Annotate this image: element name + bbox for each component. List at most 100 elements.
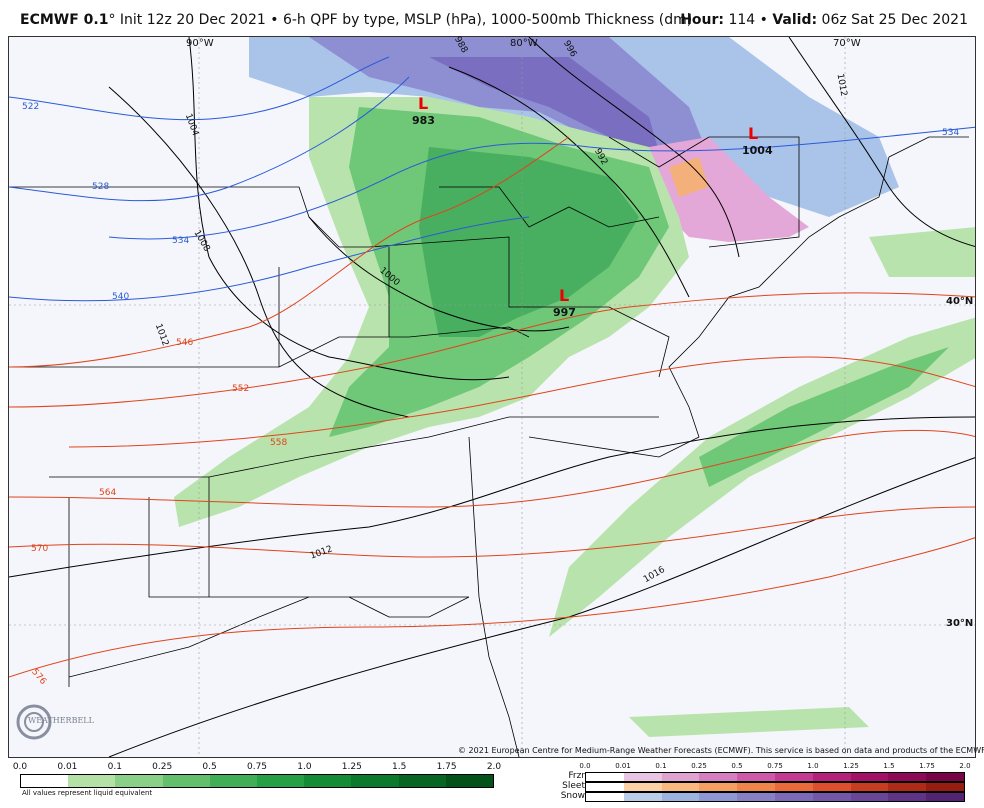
hour-value: 114 <box>728 12 756 28</box>
ptype-legend-ticks: 0.0 0.01 0.1 0.25 0.5 0.75 1.0 1.25 1.5 1.75 2.0 <box>579 762 970 772</box>
ptype-legend-swatch <box>926 793 964 801</box>
swirl-logo-icon <box>16 704 52 740</box>
qpf-legend-swatch <box>162 775 210 787</box>
ptype-legend-tick: 1.5 <box>883 762 895 770</box>
qpf-legend-tick: 1.5 <box>392 762 407 772</box>
qpf-legend-swatch <box>445 775 494 787</box>
ptype-row-frzr: Frzr <box>555 771 970 782</box>
qpf-legend-swatch <box>68 775 116 787</box>
ptype-legend-tick: 1.75 <box>919 762 935 770</box>
ptype-legend-swatch <box>812 783 851 791</box>
lat-label-40n: 40°N <box>946 296 974 307</box>
degree-symbol: ° <box>108 12 116 28</box>
ptype-legend-swatch <box>586 783 624 791</box>
qpf-legend-swatch <box>257 775 305 787</box>
low-pressure-symbol: L <box>559 286 570 305</box>
ptype-legend-swatch <box>586 773 624 781</box>
ptype-legend-swatch <box>661 773 700 781</box>
lon-label-70w: 70°W <box>833 38 861 49</box>
qpf-legend-swatch <box>304 775 352 787</box>
low-pressure-value: 1004 <box>742 144 773 157</box>
ptype-legend-tick: 0.01 <box>615 762 631 770</box>
thickness-label: 522 <box>22 102 40 112</box>
ptype-legend-swatch <box>774 783 813 791</box>
ptype-legend-swatch <box>812 773 851 781</box>
qpf-legend-tick: 0.75 <box>246 762 268 772</box>
ptype-legend-swatch <box>812 793 851 801</box>
thickness-label: 552 <box>232 384 250 394</box>
thickness-lines <box>9 56 975 678</box>
ptype-legend-tick: 1.25 <box>843 762 859 770</box>
thickness-label: 558 <box>270 438 288 448</box>
qpf-legend-tick: 0.0 <box>12 762 28 772</box>
hour-label: Hour: <box>680 12 724 28</box>
thickness-label: 528 <box>92 182 110 192</box>
ptype-legend-swatch <box>926 773 964 781</box>
qpf-legend-tick: 0.1 <box>107 762 122 772</box>
isobars <box>9 37 975 757</box>
lon-label-80w: 80°W <box>510 38 538 49</box>
thickness-label: 546 <box>176 338 194 348</box>
qpf-legend-swatch <box>115 775 163 787</box>
ptype-legend-tick: 2.0 <box>959 762 971 770</box>
ptype-legend-swatch <box>699 793 738 801</box>
low-pressure-value: 997 <box>553 306 576 319</box>
logo-text: WEATHERBELL <box>28 716 94 725</box>
qpf-legend-swatch <box>398 775 446 787</box>
ptype-legend: 0.0 0.01 0.1 0.25 0.5 0.75 1.0 1.25 1.5 1.75 2.0 F… <box>555 762 971 802</box>
low-pressure-symbol: L <box>418 94 429 113</box>
ptype-legend-swatch <box>888 773 927 781</box>
header: ECMWF 0.1° Init 12z 20 Dec 2021 • 6-h QP… <box>0 0 984 36</box>
ptype-legend-swatch <box>888 783 927 791</box>
weatherbell-logo: WEATHERBELL <box>14 700 104 744</box>
qpf-legend-tick: 1.0 <box>297 762 312 772</box>
ptype-label: Sleet <box>562 781 585 791</box>
ptype-legend-swatch <box>737 793 775 801</box>
thickness-label: 564 <box>99 488 117 498</box>
coastal-rain-core <box>699 347 949 487</box>
ptype-bar <box>585 792 965 802</box>
lat-label-30n: 30°N <box>946 618 974 629</box>
qpf-legend-tick: 1.25 <box>341 762 362 772</box>
ptype-legend-swatch <box>774 793 813 801</box>
ptype-legend-swatch <box>737 783 775 791</box>
model-name: ECMWF 0.1 <box>20 12 109 28</box>
ptype-legend-swatch <box>661 783 700 791</box>
ptype-legend-swatch <box>623 773 662 781</box>
ptype-bar <box>585 772 965 782</box>
valid-label: Valid: <box>772 12 818 28</box>
qpf-legend-tick: 0.25 <box>152 762 173 772</box>
qpf-legend-tick: 0.5 <box>202 762 217 772</box>
valid-value: 06z Sat 25 Dec 2021 <box>821 12 968 28</box>
forecast-map <box>8 36 976 758</box>
ptype-legend-tick: 0.5 <box>731 762 743 770</box>
ptype-legend-tick: 0.1 <box>655 762 667 770</box>
ptype-legend-tick: 1.0 <box>807 762 819 770</box>
ptype-legend-swatch <box>661 793 700 801</box>
ptype-legend-swatch <box>774 773 813 781</box>
qpf-legend-note: All values represent liquid equivalent <box>22 789 153 797</box>
ptype-legend-swatch <box>623 783 662 791</box>
qpf-legend-tick: 1.75 <box>436 762 457 772</box>
map-svg <box>9 37 975 757</box>
ptype-label: Frzr <box>568 771 585 781</box>
thickness-label: 534 <box>172 236 190 246</box>
lon-label-90w: 90°W <box>186 38 214 49</box>
ptype-legend-swatch <box>699 773 738 781</box>
ptype-legend-swatch <box>850 793 889 801</box>
subtitle: Init 12z 20 Dec 2021 • 6-h QPF by type, … <box>115 12 693 28</box>
copyright: © 2021 European Centre for Medium-Range … <box>458 746 984 755</box>
qpf-legend-bar <box>20 774 494 788</box>
ptype-label: Snow <box>560 791 585 801</box>
qpf-legend-swatch <box>209 775 258 787</box>
qpf-legend-ticks: 0.0 0.01 0.1 0.25 0.5 0.75 1.0 1.25 1.5 1.75 2.0 <box>13 762 501 774</box>
low-pressure-symbol: L <box>748 124 759 143</box>
borders <box>9 136 969 757</box>
ptype-row-sleet: Sleet <box>555 781 970 792</box>
qpf-legend-tick: 0.01 <box>57 762 78 772</box>
ptype-legend-swatch <box>926 783 964 791</box>
ptype-legend-tick: 0.75 <box>767 762 783 770</box>
ptype-legend-swatch <box>699 783 738 791</box>
ptype-legend-tick: 0.25 <box>691 762 707 770</box>
thickness-label: 534 <box>942 128 960 138</box>
